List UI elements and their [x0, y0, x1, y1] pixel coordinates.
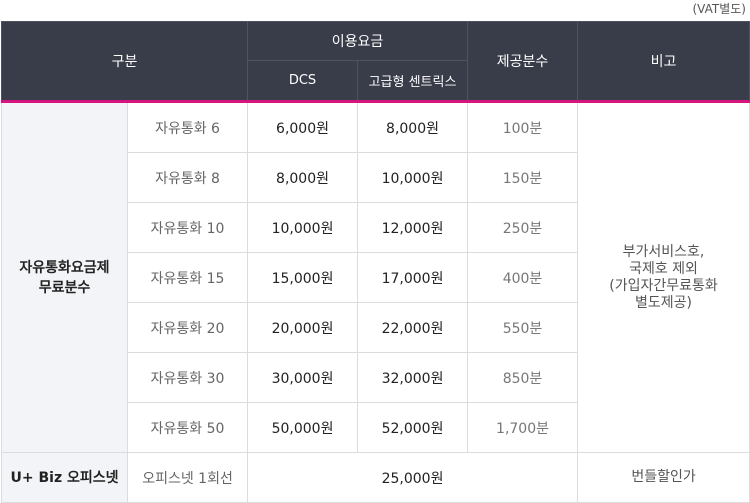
plan-name: 자유통화 8 [126, 152, 249, 203]
header-category: 구분 [0, 21, 249, 103]
dcs-price: 50,000원 [247, 402, 359, 453]
plan-name: 오피스넷 1회선 [126, 452, 249, 503]
header-remarks: 비고 [577, 21, 750, 103]
free-minutes: 400분 [467, 252, 579, 303]
premium-price: 22,000원 [357, 302, 469, 353]
plan-name: 자유통화 10 [126, 202, 249, 253]
table-row: 자유통화 30 30,000원 32,000원 850분 [2, 352, 750, 403]
table-row: 자유통화 8 8,000원 10,000원 150분 [2, 152, 750, 203]
header-usage-fee: 이용요금 [247, 21, 469, 61]
table-row: U+ Biz 오피스넷 오피스넷 1회선 25,000원 번들할인가 [1, 452, 750, 503]
dcs-price: 6,000원 [247, 101, 359, 153]
category-label-line2: 무료분수 [38, 279, 91, 296]
office-net-remark: 번들할인가 [577, 452, 750, 503]
office-net-price: 25,000원 [247, 452, 579, 503]
header-dcs: DCS [247, 60, 359, 103]
pricing-table: 구분 이용요금 제공분수 비고 DCS 고급형 센트릭스 자유통화요금제 무료분… [0, 21, 750, 503]
table-row: 자유통화 10 10,000원 12,000원 250분 [2, 202, 750, 253]
header-premium-centrex: 고급형 센트릭스 [357, 60, 469, 103]
plan-name: 자유통화 6 [126, 101, 249, 153]
free-minutes: 550분 [467, 302, 579, 353]
remark-line: 별도제공) [635, 294, 692, 311]
header-free-minutes: 제공분수 [467, 21, 579, 103]
dcs-price: 15,000원 [247, 252, 359, 303]
premium-price: 52,000원 [357, 402, 469, 453]
premium-price: 10,000원 [357, 152, 469, 203]
dcs-price: 10,000원 [247, 202, 359, 253]
remark-line: 국제호 제외 [629, 260, 698, 277]
remarks-cell: 부가서비스호, 국제호 제외 (가입자간무료통화 별도제공) [577, 101, 750, 453]
premium-price: 12,000원 [357, 202, 469, 253]
remark-line: 부가서비스호, [622, 243, 705, 260]
plan-name: 자유통화 30 [126, 352, 249, 403]
vat-note: (VAT별도) [692, 2, 747, 16]
table-row: 자유통화 20 20,000원 22,000원 550분 [2, 302, 750, 353]
plan-name: 자유통화 15 [126, 252, 249, 303]
dcs-price: 20,000원 [247, 302, 359, 353]
free-minutes: 850분 [467, 352, 579, 403]
category-label-line1: 자유통화요금제 [19, 259, 110, 276]
table-row: 자유통화요금제 무료분수 자유통화 6 6,000원 8,000원 100분 부… [1, 101, 750, 453]
dcs-price: 8,000원 [247, 152, 359, 203]
free-minutes: 150분 [467, 152, 579, 203]
category-free-call-plan: 자유통화요금제 무료분수 [1, 101, 128, 453]
premium-price: 32,000원 [357, 352, 469, 403]
remark-line: (가입자간무료통화 [609, 277, 718, 294]
free-minutes: 250분 [467, 202, 579, 253]
plan-name: 자유통화 50 [126, 402, 249, 453]
premium-price: 17,000원 [357, 252, 469, 303]
free-minutes: 1,700분 [467, 402, 579, 453]
premium-price: 8,000원 [357, 101, 469, 153]
free-minutes: 100분 [467, 101, 579, 153]
category-office-net: U+ Biz 오피스넷 [1, 452, 128, 503]
dcs-price: 30,000원 [247, 352, 359, 403]
table-row: 자유통화 15 15,000원 17,000원 400분 [2, 252, 750, 303]
plan-name: 자유통화 20 [126, 302, 249, 353]
table-row: 자유통화 50 50,000원 52,000원 1,700분 [2, 402, 750, 453]
